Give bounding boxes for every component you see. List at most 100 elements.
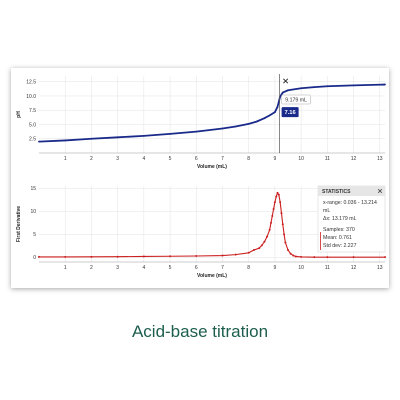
- stats-title: STATISTICS: [322, 189, 351, 195]
- data-point: [287, 89, 289, 92]
- data-point: [279, 201, 282, 204]
- data-point: [294, 255, 297, 258]
- y-tick-label: 10.0: [26, 94, 36, 100]
- value-label: 7.16: [284, 110, 296, 116]
- data-point: [384, 83, 386, 86]
- x-tick-label: 5: [169, 156, 172, 162]
- data-point: [300, 87, 303, 90]
- stats-line: Std dev: 2.227: [323, 243, 357, 249]
- x-tick-label: 2: [90, 156, 93, 162]
- y-tick-label: 2.5: [29, 137, 36, 143]
- data-point: [234, 125, 237, 128]
- y-tick-label: 15: [30, 186, 36, 192]
- stats-panel: [317, 185, 386, 253]
- y-tick-label: 7.5: [29, 108, 36, 114]
- series-line: [38, 83, 386, 143]
- data-point: [281, 91, 284, 94]
- close-icon: [283, 78, 289, 84]
- x-tick-label: 6: [195, 265, 198, 271]
- x-tick-label: 9: [274, 156, 277, 162]
- y-axis-label: First Derivative: [16, 206, 22, 242]
- data-point: [326, 85, 329, 88]
- x-tick-label: 3: [116, 265, 119, 271]
- y-tick-label: 5.0: [29, 122, 36, 128]
- data-point: [276, 191, 279, 194]
- data-point: [221, 127, 224, 130]
- x-tick-label: 13: [377, 156, 383, 162]
- data-point: [260, 244, 263, 247]
- data-point: [289, 252, 292, 255]
- data-point: [169, 132, 171, 135]
- y-tick-label: 12.5: [26, 80, 36, 86]
- data-point: [90, 255, 93, 258]
- data-point: [268, 114, 271, 117]
- data-point: [273, 201, 276, 204]
- data-point: [234, 253, 237, 256]
- stats-close-icon: [377, 188, 383, 194]
- data-point: [169, 255, 172, 258]
- data-point: [268, 228, 271, 231]
- x-tick-label: 5: [169, 265, 172, 271]
- data-point: [116, 136, 119, 139]
- data-point: [326, 256, 329, 259]
- top-chart: 1 2 3 4 5 6 7 8 9 10 11 12 132.55.07.510.012.5Volume…: [16, 76, 386, 170]
- data-point: [195, 130, 198, 133]
- x-tick-label: 3: [116, 156, 119, 162]
- data-point: [274, 111, 276, 114]
- data-point: [263, 117, 266, 120]
- stats-line: Mean: 0.761: [323, 235, 352, 241]
- data-point: [352, 256, 355, 259]
- x-tick-label: 4: [142, 156, 145, 162]
- data-point: [292, 254, 295, 257]
- caption: Acid-base titration: [131, 322, 269, 341]
- data-point: [142, 134, 145, 137]
- x-tick-label: 11: [325, 265, 330, 271]
- y-tick-label: 5: [33, 232, 36, 238]
- data-point: [269, 221, 272, 224]
- data-point: [281, 223, 284, 226]
- data-point: [277, 193, 280, 196]
- stats-line: Δx: 13.179 mL: [323, 216, 357, 222]
- x-tick-label: 6: [195, 156, 198, 162]
- data-point: [271, 214, 274, 217]
- data-point: [116, 255, 119, 258]
- value-badge: [281, 107, 299, 118]
- data-point: [275, 195, 278, 198]
- y-tick-label: 10: [30, 209, 36, 215]
- cursor-readout: 9.179 mL: [285, 98, 307, 104]
- x-tick-label: 1: [64, 156, 67, 162]
- data-point: [384, 256, 386, 259]
- data-point: [276, 105, 279, 108]
- data-point: [300, 255, 303, 258]
- data-point: [313, 86, 316, 89]
- x-tick-label: 13: [377, 265, 383, 271]
- data-point: [142, 255, 145, 258]
- stats-line: Samples: 370: [323, 227, 355, 233]
- data-point: [266, 235, 269, 238]
- data-point: [247, 251, 250, 254]
- cursor-overlay: 9.179 mL 7.16 STATISTICS x-range: 0.036 - 1…: [279, 74, 386, 253]
- stats-line: mL: [323, 208, 330, 214]
- data-point: [64, 139, 67, 142]
- stats-line: x-range: 0.036 - 13.214: [323, 200, 377, 206]
- x-tick-label: 2: [90, 265, 93, 271]
- y-axis-label: pH: [16, 111, 22, 118]
- x-tick-label: 4: [142, 265, 145, 271]
- data-point: [272, 208, 275, 211]
- data-point: [247, 123, 250, 125]
- data-point: [258, 247, 261, 250]
- x-tick-label: 12: [351, 265, 357, 271]
- stats-header: [318, 186, 385, 196]
- data-point: [284, 241, 287, 244]
- x-tick-label: 11: [325, 156, 330, 162]
- data-point: [195, 255, 198, 258]
- x-axis-label: Volume (mL): [197, 164, 227, 170]
- data-point: [221, 254, 224, 257]
- x-tick-label: 12: [351, 156, 357, 162]
- data-point: [90, 137, 93, 140]
- data-point: [263, 240, 266, 243]
- data-point: [38, 140, 40, 143]
- chart-card: 1 2 3 4 5 6 7 8 9 10 11 12 13 2.5 5.0 7.5 10.0 12.5 Volume…: [11, 68, 389, 288]
- data-point: [255, 120, 258, 123]
